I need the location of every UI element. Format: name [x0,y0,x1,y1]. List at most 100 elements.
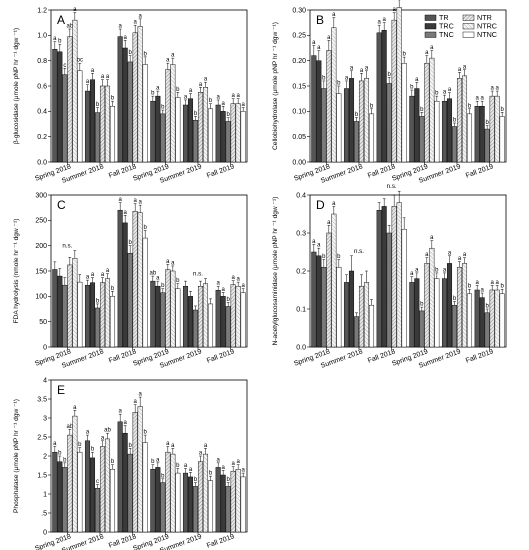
significance-letter: a [241,283,245,289]
significance-letter: b [63,457,67,463]
significance-letter: a [221,101,225,107]
significance-letter: b [78,442,82,448]
bar-tnc [419,116,425,163]
significance-letter: a [236,459,240,465]
bar-ntrc [72,19,78,163]
significance-letter: a [475,280,479,286]
bar-ntnc [499,116,505,163]
bar-trc [122,47,128,163]
bar-ntr [358,285,365,348]
significance-letter: b [402,52,406,58]
bar-tnc [321,266,327,348]
significance-letter: b [176,278,180,284]
y-tick-label: 0.20 [292,58,306,65]
significance-letter: a [312,239,316,245]
legend-swatch-ntrc [462,23,475,30]
significance-letter: a [430,45,434,51]
significance-letter: b [500,107,504,113]
legend-label-ntnc: NTNC [477,30,497,39]
significance-letter: b [485,304,489,310]
significance-letter: a [425,50,429,56]
bar-ntr [391,206,397,348]
significance-letter: a [101,435,105,441]
y-tick-label: 0.15 [292,83,306,90]
significance-letter: a [73,405,77,411]
significance-letter: b [420,302,424,308]
bar-ntrc [235,285,241,348]
bar-ntnc [109,296,116,348]
significance-letter: a [199,82,203,88]
y-tick-label: 250 [35,218,47,225]
significance-letter: b [226,477,230,483]
bar-trc [479,297,485,348]
bar-ntr [197,461,204,533]
bar-ntr [424,62,430,163]
y-tick-label: 0.25 [292,33,306,40]
bar-ntnc [109,469,116,533]
bar-trc [446,98,453,163]
y-tick-label: 3 [43,415,47,422]
bar-ntnc [401,62,407,163]
bar-trc [316,255,322,348]
bar-tnc [192,119,199,163]
bar-trc [479,106,485,163]
bar-tr [84,90,91,163]
bar-trc [381,206,387,348]
significance-letter: a [463,252,467,258]
ns-annotation: n.s. [387,183,397,190]
significance-letter: b [226,112,230,118]
bar-tnc [484,312,490,348]
significance-letter: a [123,420,127,426]
bar-tnc [225,306,231,348]
bar-tnc [62,284,68,348]
y-tick-label: 2.5 [37,434,47,441]
significance-letter: a [495,280,499,286]
significance-letter: b [151,91,155,97]
bar-trc [446,263,453,348]
y-axis-label: Phosphatase (μmole pNP hr ⁻¹ dgw ⁻¹) [13,399,20,513]
significance-letter: ab [66,424,73,430]
y-tick-label: 0.2 [37,134,47,141]
significance-letter: b [435,91,439,97]
significance-letter: a [138,200,142,206]
bar-ntrc [72,415,78,533]
significance-letter: a [317,243,321,249]
y-tick-label: 0.1 [296,306,306,313]
significance-letter: a [171,443,175,449]
bar-tr [441,278,448,348]
significance-letter: b [453,117,457,123]
significance-letter: a [382,17,386,23]
significance-letter: a [166,441,170,447]
significance-letter: b [420,107,424,113]
bar-tr [117,209,123,348]
bar-ntnc [175,288,181,348]
bar-trc [316,60,322,163]
bar-tnc [451,304,458,348]
x-tick-label: Fall 2019 [465,163,495,179]
significance-letter: b [194,477,198,483]
bar-ntrc [396,202,402,348]
bar-trc [122,222,128,348]
bar-tr [84,440,91,533]
significance-letter: a [332,201,336,207]
y-tick-label: 0.4 [37,109,47,116]
significance-letter: a [156,276,160,282]
bar-ntr [197,92,204,163]
significance-letter: a [312,40,316,46]
panel-letter: A [57,13,65,27]
bar-tnc [160,482,166,533]
x-tick-label: Fall 2019 [206,533,236,549]
bar-ntnc [368,304,375,348]
legend-label-tnc: TNC [439,30,454,39]
bar-tnc [353,316,360,348]
significance-letter: b [410,85,414,91]
bar-ntnc [466,113,473,163]
y-tick-label: 0.4 [296,192,306,199]
bar-tr [84,284,91,348]
significance-letter: a [123,35,127,41]
bar-ntr [326,50,332,163]
bar-ntrc [363,282,370,348]
bar-ntr [230,284,236,348]
bar-ntrc [429,247,435,348]
significance-letter: b [111,96,115,102]
